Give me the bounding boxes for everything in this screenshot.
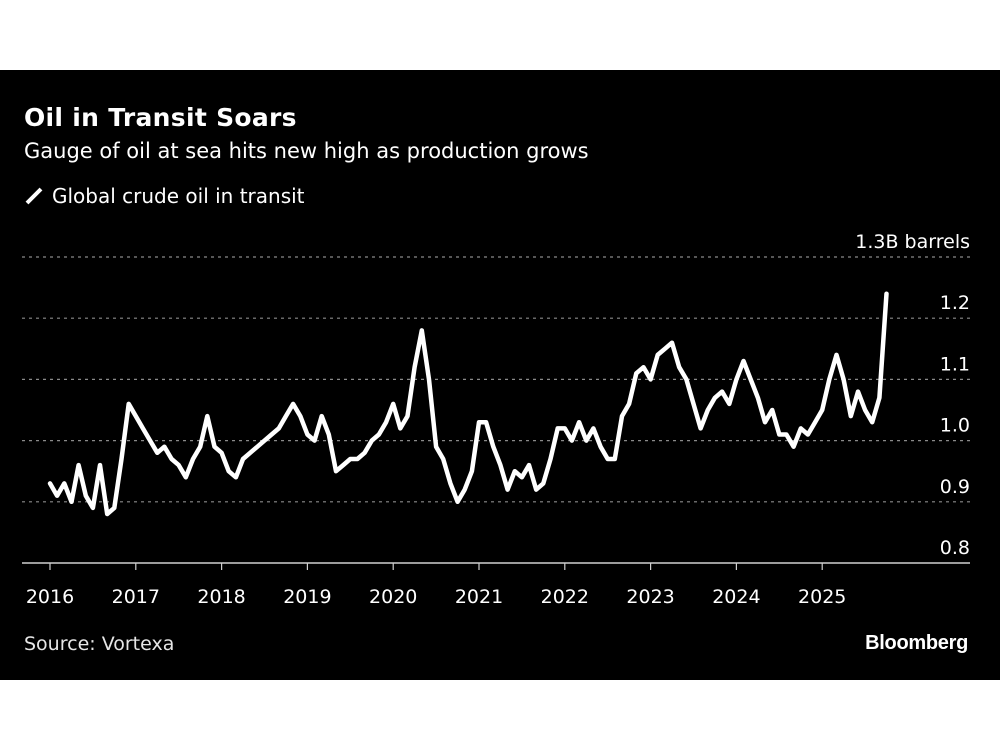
legend-line-icon [25,187,43,205]
source-note: Source: Vortexa [24,633,175,655]
y-tick-label: 1.0 [940,415,970,437]
y-tick-label: 1.3B barrels [855,231,970,253]
chart-title: Oil in Transit Soars [24,103,297,132]
x-tick-label: 2016 [26,586,74,608]
chart-panel [0,70,1000,680]
y-tick-label: 1.2 [940,292,970,314]
chart-subtitle: Gauge of oil at sea hits new high as pro… [24,139,589,163]
x-tick-label: 2017 [112,586,160,608]
x-tick-label: 2023 [626,586,674,608]
x-tick-label: 2019 [283,586,331,608]
legend-label: Global crude oil in transit [52,184,305,208]
x-tick-label: 2025 [798,586,846,608]
legend: Global crude oil in transit [24,184,305,208]
x-tick-label: 2020 [369,586,417,608]
y-tick-label: 0.8 [940,537,970,559]
x-tick-label: 2022 [541,586,589,608]
y-tick-label: 1.1 [940,353,970,375]
y-tick-label: 0.9 [940,476,970,498]
series-line-global-crude-oil-in-transit [47,291,889,517]
x-tick-label: 2024 [712,586,760,608]
x-tick-label: 2021 [455,586,503,608]
x-tick-label: 2018 [197,586,245,608]
bloomberg-logo: Bloomberg [865,632,968,654]
